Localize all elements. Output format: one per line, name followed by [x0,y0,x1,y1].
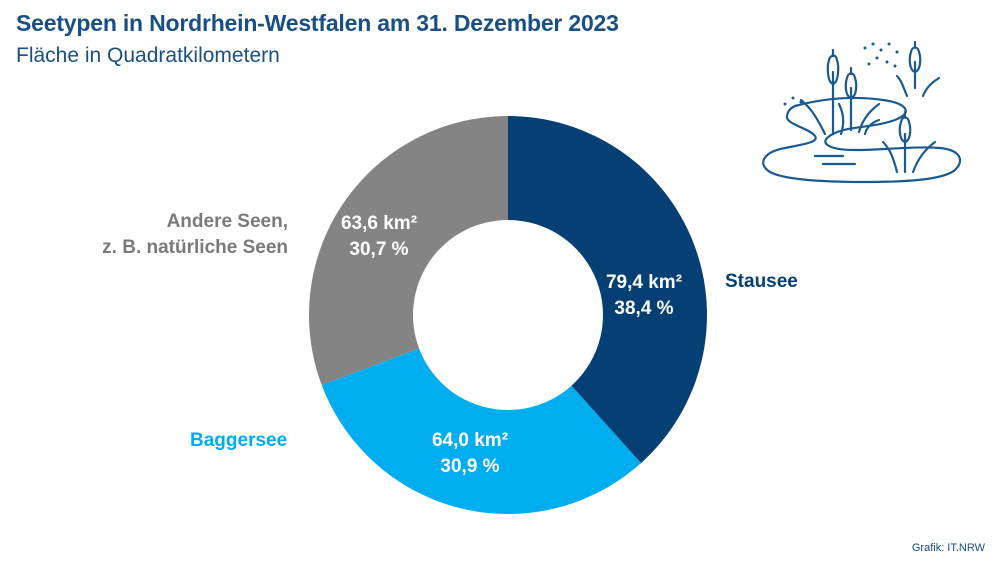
donut-slice-baggersee [321,348,641,514]
slice-value-label-baggersee: 64,0 km² [432,430,508,451]
slice-category-label-andere-line-2: z. B. natürliche Seen [102,237,288,258]
chart-subtitle: Fläche in Quadratkilometern [16,44,280,67]
donut-slice-andere [309,116,508,386]
donut-slice-stausee [508,116,707,464]
source-credit: Grafik: IT.NRW [911,542,985,554]
slice-category-label-stausee: Stausee [725,271,798,292]
slice-value-label-stausee: 79,4 km² [606,272,682,293]
slice-category-label-andere-line-1: Andere Seen, [167,211,288,232]
lake-with-reeds-icon [762,40,962,184]
slice-value-label-andere: 63,6 km² [341,213,417,234]
slice-category-label-baggersee: Baggersee [190,430,287,451]
chart-title: Seetypen in Nordrhein-Westfalen am 31. D… [16,10,619,36]
slice-percent-label-andere: 30,7 % [349,239,408,260]
slice-percent-label-baggersee: 30,9 % [440,456,499,477]
slice-percent-label-stausee: 38,4 % [614,298,673,319]
